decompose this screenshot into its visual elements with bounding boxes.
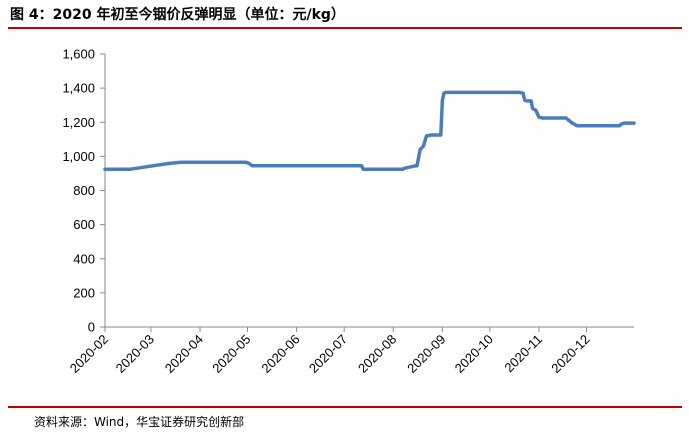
x-tick-label: 2020-09 (404, 332, 448, 376)
y-tick-label: 600 (73, 217, 95, 232)
y-tick-label: 1,000 (62, 149, 95, 164)
bottom-divider (8, 406, 682, 408)
x-tick-label: 2020-10 (452, 332, 496, 376)
y-tick-label: 0 (88, 320, 95, 335)
x-tick-label: 2020-06 (258, 332, 302, 376)
source-note: 资料来源：Wind，华宝证券研究创新部 (34, 415, 245, 429)
x-tick-label: 2020-05 (209, 332, 253, 376)
x-tick-label: 2020-12 (548, 332, 592, 376)
series-line (103, 90, 636, 171)
y-axis: 0 200 400 600 800 1,000 1,200 1,400 1,600 (62, 47, 106, 335)
x-tick-label: 2020-11 (501, 332, 545, 376)
x-tick-label: 2020-03 (113, 332, 157, 376)
y-tick-label: 200 (73, 285, 95, 300)
y-tick-label: 1,200 (62, 115, 95, 130)
top-divider (8, 27, 682, 29)
chart-title: 图 4：2020 年初至今铟价反弹明显（单位：元/kg） (10, 7, 345, 23)
y-tick-label: 1,600 (62, 47, 95, 62)
y-tick-label: 1,400 (62, 81, 95, 96)
x-axis: 2020-02 2020-03 2020-04 2020-05 2020-06 2020-… (67, 326, 634, 376)
x-tick-label: 2020-08 (355, 332, 399, 376)
x-tick-label: 2020-07 (306, 332, 350, 376)
series-group (103, 90, 636, 171)
x-tick-label: 2020-02 (67, 332, 111, 376)
y-tick-label: 400 (73, 251, 95, 266)
x-tick-label: 2020-04 (162, 332, 206, 376)
y-tick-label: 800 (73, 183, 95, 198)
